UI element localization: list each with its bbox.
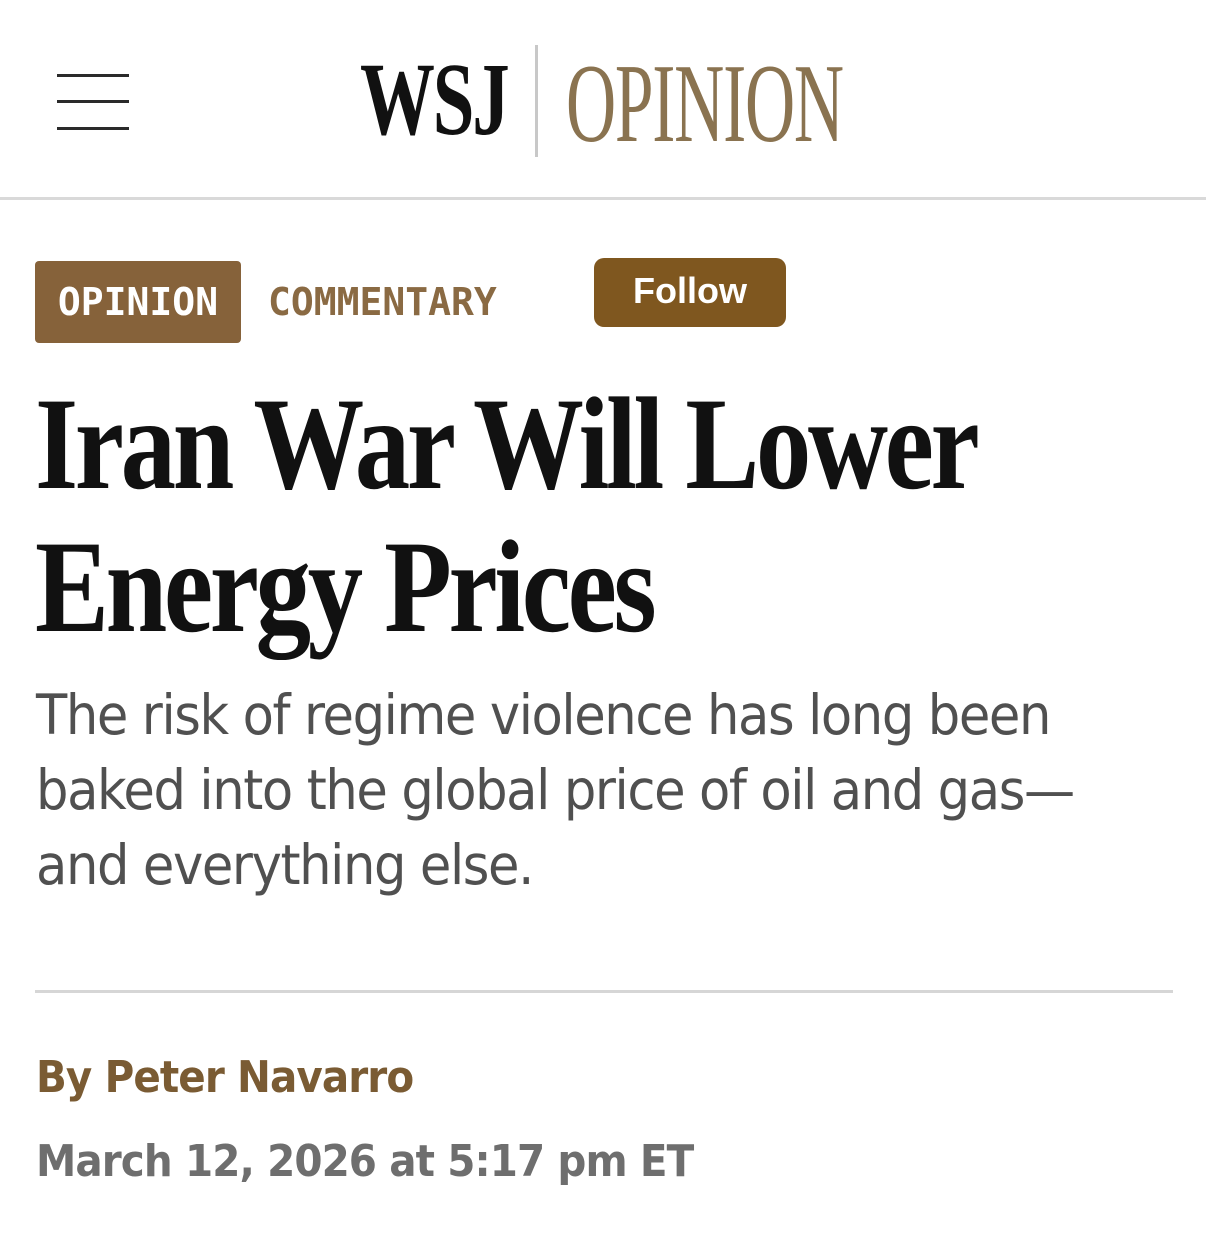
dek-line: and everything else. [36,833,534,897]
author-link[interactable]: Peter Navarro [104,1052,415,1103]
publish-timestamp: March 12, 2026 at 5:17 pm ET [36,1136,694,1187]
site-header: WSJ OPINION [0,0,1206,200]
dek-line: The risk of regime violence has long bee… [36,683,1051,747]
logo-divider [535,45,538,157]
menu-icon-bar [57,74,129,77]
menu-icon-bar [57,127,129,130]
logo-wsj-text: WSJ [360,42,510,157]
dek-line: baked into the global price of oil and g… [36,758,1075,822]
hamburger-menu-icon[interactable] [57,74,129,132]
article-dek: The risk of regime violence has long bee… [36,678,1115,903]
byline-prefix: By [36,1052,105,1103]
menu-icon-bar [57,100,129,103]
category-tag-commentary[interactable]: COMMENTARY [268,280,497,324]
content-divider [35,990,1173,993]
headline-line: Energy Prices [35,513,657,660]
article-headline: Iran War Will Lower Energy Prices [35,370,980,660]
wsj-opinion-logo[interactable]: WSJ OPINION [360,40,844,160]
byline: By Peter Navarro [36,1052,415,1103]
logo-section-text: OPINION [566,42,844,166]
follow-button[interactable]: Follow [594,258,786,327]
section-tag-opinion[interactable]: OPINION [35,261,241,343]
headline-line: Iran War Will Lower [35,370,980,517]
